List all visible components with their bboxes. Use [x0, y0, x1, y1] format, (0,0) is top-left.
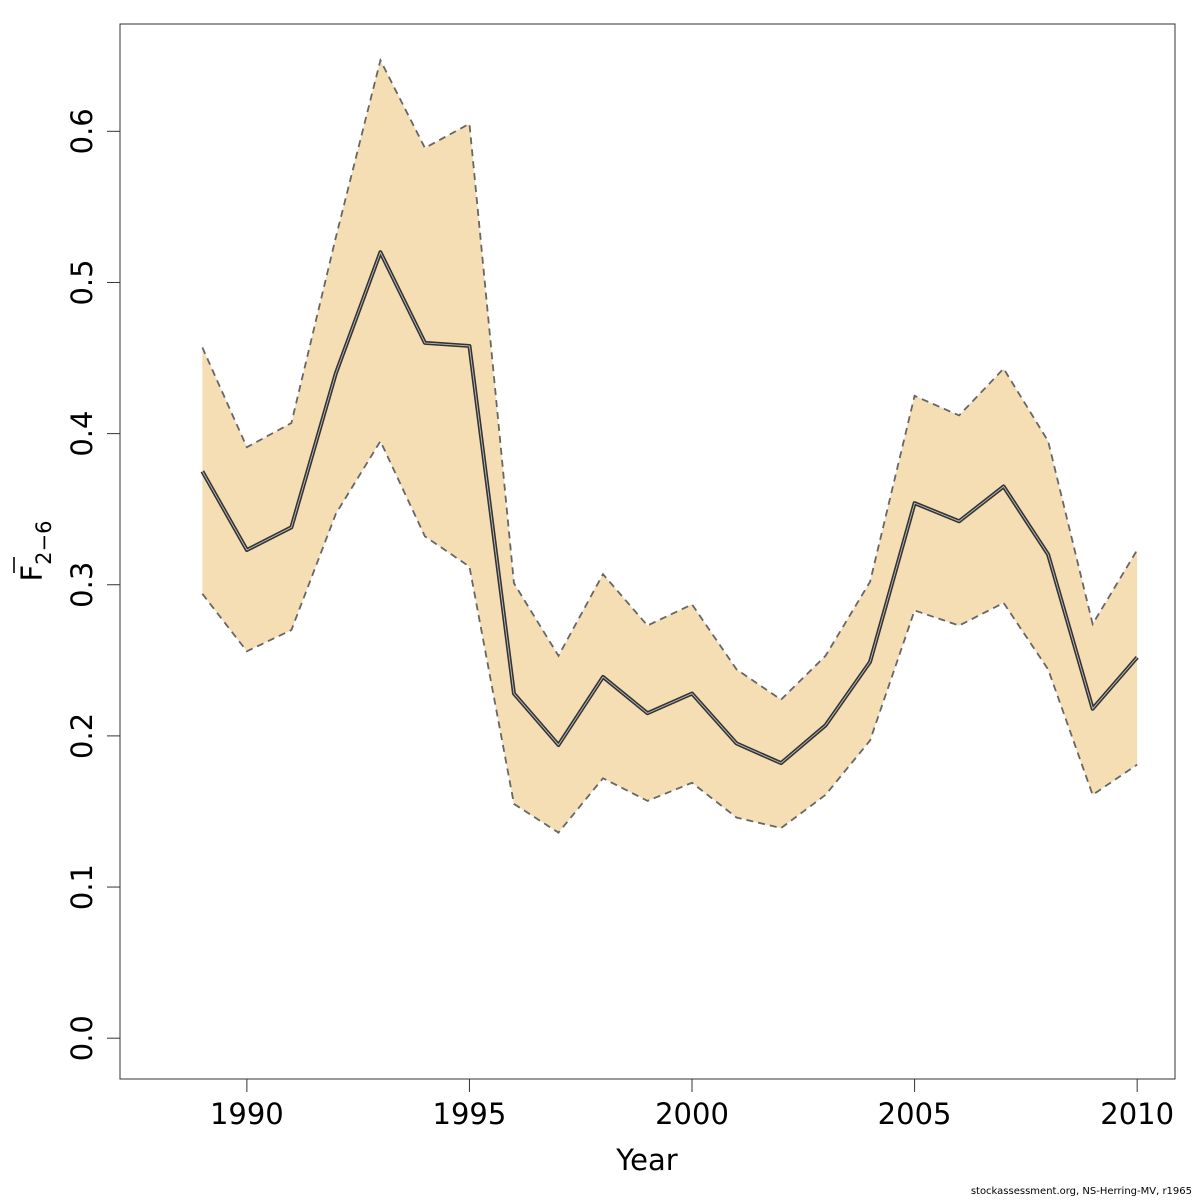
lower-bound-line [201, 439, 1138, 834]
x-tick-label: 1990 [210, 1097, 284, 1131]
y-tick-label-group: 0.6 [65, 108, 99, 154]
y-axis-title-main: F [15, 565, 49, 582]
x-tick-label: 2010 [1100, 1097, 1174, 1131]
y-tick-label: 0.0 [65, 1015, 99, 1061]
y-tick-label: 0.3 [65, 562, 99, 608]
credit-text: stockassessment.org, NS-Herring-MV, r196… [970, 1186, 1192, 1197]
x-axis: 1990 1995 2000 2005 2010 [210, 1078, 1174, 1131]
y-axis: 0.0 0.1 0.2 0.3 0.4 0.5 0.6 [65, 108, 121, 1061]
y-tick-label-group: 0.5 [65, 259, 99, 305]
confidence-band [202, 60, 1138, 833]
y-tick-label: 0.1 [65, 864, 99, 910]
x-axis-title: Year [615, 1143, 677, 1177]
y-tick-label: 0.5 [65, 259, 99, 305]
x-tick-label: 2005 [878, 1097, 952, 1131]
upper-bound-line [201, 57, 1138, 701]
y-axis-title: F2−6 [13, 520, 56, 582]
y-tick-label: 0.2 [65, 713, 99, 759]
y-tick-label-group: 0.4 [65, 411, 99, 457]
y-tick-label: 0.4 [65, 411, 99, 457]
x-tick-label: 1995 [433, 1097, 507, 1131]
x-tick-label: 2000 [655, 1097, 729, 1131]
y-tick-label-group: 0.0 [65, 1015, 99, 1061]
confidence-band-layer [201, 57, 1138, 834]
y-tick-label-group: 0.1 [65, 864, 99, 910]
svg-text:F2−6: F2−6 [15, 520, 56, 581]
y-axis-title-subscript: 2−6 [32, 520, 56, 564]
y-tick-label: 0.6 [65, 108, 99, 154]
estimate-line-center [201, 251, 1138, 764]
y-tick-label-group: 0.2 [65, 713, 99, 759]
estimate-line-layer [200, 250, 1139, 766]
y-tick-label-group: 0.3 [65, 562, 99, 608]
